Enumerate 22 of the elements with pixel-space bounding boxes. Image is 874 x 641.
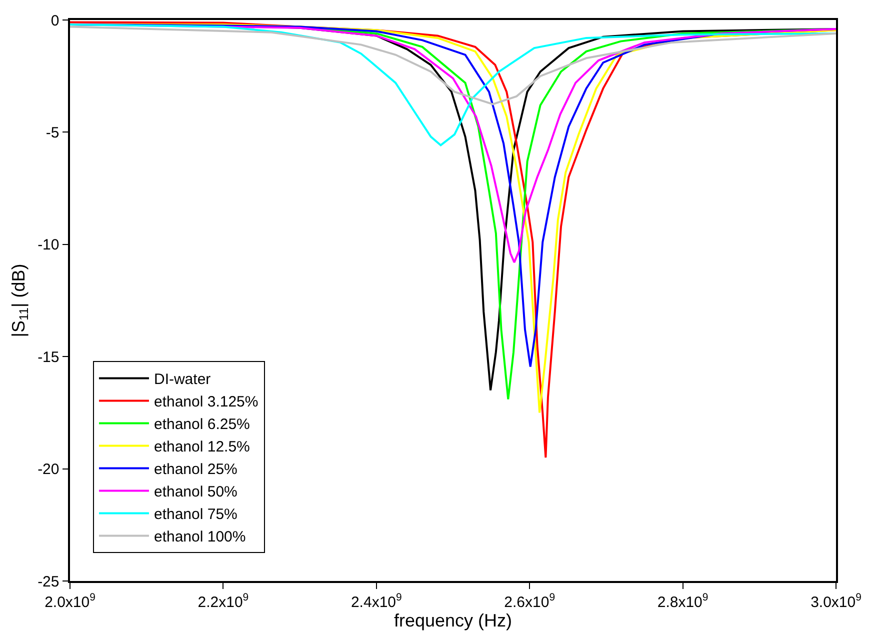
- line-series: [70, 26, 836, 106]
- y-tick-label: -25: [38, 573, 60, 590]
- legend-label: ethanol 50%: [154, 484, 238, 501]
- x-tick-label: 2.6x10$^{9}$: [504, 591, 556, 611]
- legend-label: ethanol 6.25%: [154, 416, 250, 434]
- x-tick-label: 2.4x10$^{9}$: [350, 591, 402, 611]
- x-tick-label: 2.2x10$^{9}$: [198, 591, 249, 611]
- y-tick-label: -15: [38, 348, 60, 366]
- legend-label: ethanol 100%: [154, 528, 246, 546]
- x-tick-label: 3.0x10$^{9}$: [810, 591, 862, 611]
- x-axis-title: frequency (Hz): [394, 610, 512, 631]
- x-tick-label: 2.8x10$^{9}$: [657, 591, 708, 611]
- legend-label: ethanol 75%: [154, 506, 238, 524]
- y-tick-label: -5: [46, 124, 60, 142]
- legend-label: ethanol 3.125%: [154, 394, 258, 411]
- y-tick-label: -20: [38, 461, 60, 478]
- x-tick-label: 2.0x10$^{9}$: [44, 591, 96, 611]
- y-tick-label: 0: [50, 12, 60, 30]
- legend-label: DI-water: [154, 371, 211, 388]
- legend-label: ethanol 12.5%: [154, 438, 250, 456]
- y-tick-label: -10: [38, 236, 60, 254]
- legend-label: ethanol 25%: [154, 461, 238, 478]
